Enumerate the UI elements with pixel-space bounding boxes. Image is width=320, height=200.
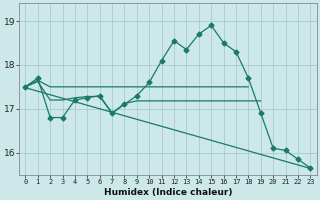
X-axis label: Humidex (Indice chaleur): Humidex (Indice chaleur) — [104, 188, 232, 197]
